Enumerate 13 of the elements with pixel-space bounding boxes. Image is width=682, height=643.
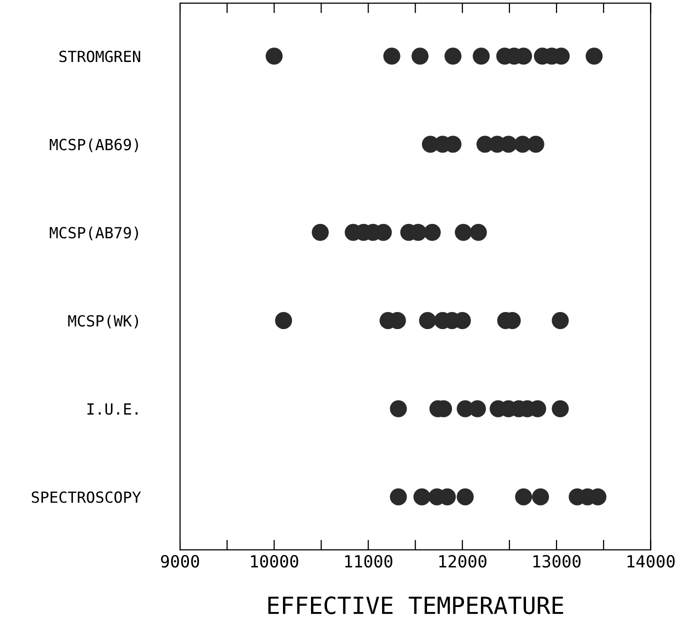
x-tick-label: 11000	[345, 555, 392, 568]
x-tick-label: 14000	[628, 555, 675, 568]
y-tick-label: MCSP(AB79)	[50, 226, 138, 240]
x-axis-title: EFFECTIVE TEMPERATURE	[268, 596, 564, 614]
x-tick-label: 12000	[439, 555, 486, 568]
y-tick-label: SPECTROSCOPY	[32, 491, 141, 503]
x-tick-label: 13000	[533, 555, 581, 568]
y-tick-label: MCSP(AB69)	[50, 138, 138, 152]
y-tick-label: STROMGREN	[59, 50, 140, 62]
x-tick-label: 9000	[161, 555, 200, 568]
y-tick-label: I.U.E.	[87, 403, 138, 415]
y-tick-label: MCSP(WK)	[68, 314, 138, 328]
x-tick-label: 10000	[251, 555, 298, 568]
